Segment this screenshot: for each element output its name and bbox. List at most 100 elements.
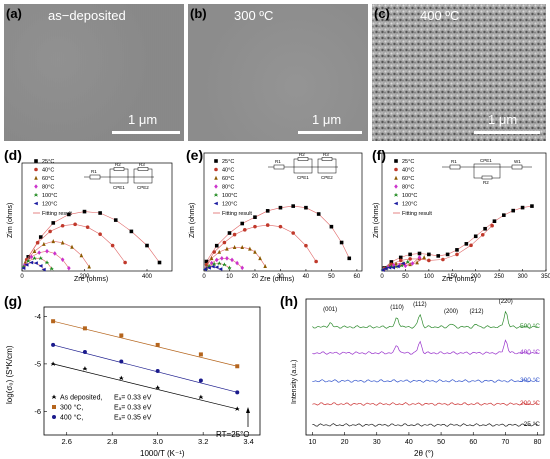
data-point (119, 333, 124, 338)
legend-marker (34, 184, 38, 189)
x-tick-label: 3.0 (152, 437, 162, 446)
data-point (427, 258, 431, 263)
data-point (29, 260, 34, 265)
data-point (82, 350, 87, 355)
sem-image-c: (c) 400 ºC 1 μm (372, 4, 546, 141)
x-tick-label: 60 (354, 274, 361, 280)
parallel-box (133, 168, 153, 184)
x-axis-label: Zre (ohms) (74, 276, 108, 283)
data-point (198, 352, 203, 357)
data-point (398, 255, 403, 260)
legend: 25°C 40°C 60°C 80°C 100°C 120°C Fitting result (393, 159, 432, 217)
data-point (51, 342, 56, 347)
data-point (60, 240, 65, 245)
legend-marker (214, 167, 218, 172)
legend-marker (33, 201, 38, 206)
x-tick-label: 20 (252, 274, 259, 280)
data-point (24, 262, 29, 267)
legend-label: 120°C (222, 202, 237, 208)
fit-line (206, 247, 266, 267)
x-tick-label: 200 (79, 274, 90, 280)
data-point (265, 209, 270, 213)
nyquist-plot-f: Zim (ohms) Zre (ohms) 0 50 100 150 200 250 300… (373, 152, 550, 283)
resistor (321, 157, 333, 161)
panel-letter-h: (h) (280, 293, 298, 309)
y-axis-label: Zim (ohms) (7, 203, 14, 238)
x-axis-label: 1000/T (K⁻¹) (140, 449, 185, 458)
x-axis-label: 2θ (°) (414, 449, 434, 458)
peak-label: (200) (444, 309, 458, 315)
data-point (399, 263, 404, 268)
data-point (204, 259, 209, 264)
y-axis-label: Intensity (a.u.) (291, 360, 298, 404)
equivalent-circuit: R1 R2 CPE1 R3 CPE2 (84, 162, 154, 190)
data-point (234, 406, 240, 411)
data-point (51, 239, 56, 244)
legend-label: 120°C (402, 202, 417, 208)
sem-texture-c (372, 4, 546, 141)
sem-condition-a: as−deposited (48, 8, 126, 23)
nyquist-plot-d: Zim (ohms) Zre (ohms) 0 200 400 R1 R2 CPE1 R3… (7, 159, 173, 283)
trace-label: 200 °C (520, 399, 540, 407)
x-tick-label: 3.4 (243, 437, 253, 446)
data-point (316, 212, 321, 216)
data-point (113, 218, 118, 222)
legend-label: 40°C (42, 168, 54, 174)
legend-label: 80°C (222, 185, 234, 191)
data-point (38, 264, 43, 268)
data-point (32, 248, 37, 253)
equivalent-circuit: R1 CPE1 R2 W1 (442, 158, 532, 185)
x-tick-label: 300 (518, 274, 529, 280)
legend-marker (52, 415, 56, 419)
data-point (339, 240, 344, 245)
data-point (253, 224, 257, 229)
resistor (137, 167, 149, 171)
data-point (35, 240, 40, 245)
x-tick-label: 50 (402, 274, 409, 280)
data-point (240, 244, 245, 250)
y-tick-label: -5 (34, 359, 41, 368)
x-tick-label: 40 (303, 274, 310, 280)
plot-frame (305, 298, 545, 436)
data-point (291, 231, 295, 235)
data-point (206, 266, 211, 270)
data-point (53, 251, 57, 256)
data-point (455, 248, 459, 252)
x-tick-label: 70 (502, 439, 510, 446)
data-point (60, 223, 65, 228)
fit-line (53, 344, 238, 393)
arrhenius-plot: log(σ₀) (S*K/cm) 1000/T (K⁻¹) 2.6 2.8 3.0 3… (5, 306, 261, 458)
panel-letter-c: (c) (374, 6, 390, 21)
fit-line (24, 240, 90, 267)
data-point (415, 260, 419, 265)
circuit-label: R1 (275, 159, 281, 164)
xrd-trace (312, 339, 538, 355)
rt-arrow-head (246, 407, 250, 413)
data-point (155, 385, 161, 390)
data-point (304, 243, 308, 248)
data-point (123, 260, 127, 265)
data-point (395, 264, 400, 269)
panel-d: (d) Zim (ohms) Zre (ohms) 0 200 400 R1 R2 CP… (0, 143, 184, 283)
data-point (441, 257, 445, 262)
legend-label: 100°C (222, 193, 237, 199)
data-point (242, 228, 247, 232)
xrd-trace (312, 379, 538, 383)
rt-annotation: RT=25°C (216, 430, 249, 439)
data-point (211, 261, 217, 266)
x-tick-label: 60 (469, 439, 477, 446)
x-tick-label: 40 (405, 439, 413, 446)
legend-value: Eₐ= 0.33 eV (114, 405, 152, 412)
legend-fit-label: Fitting result (42, 211, 72, 217)
circuit-label: R2 (299, 152, 305, 157)
peak-label: (220) (499, 299, 513, 305)
legend-marker (394, 167, 398, 172)
legend-marker (34, 167, 38, 172)
x-tick-label: 2.8 (107, 437, 117, 446)
x-tick-label: 0 (380, 274, 384, 280)
legend: 25°C 40°C 60°C 80°C 100°C 120°C Fitting result (33, 159, 72, 217)
circuit-label: R2 (115, 162, 121, 167)
legend-label: 60°C (222, 176, 234, 182)
data-point (436, 254, 441, 258)
data-point (329, 224, 334, 229)
